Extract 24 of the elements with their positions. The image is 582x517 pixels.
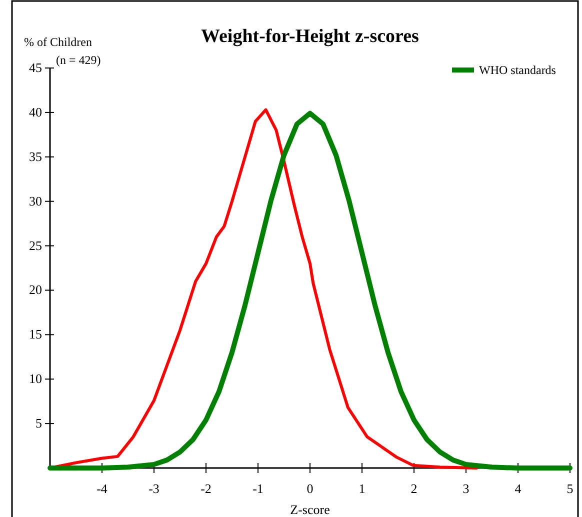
y-tick-label: 25 xyxy=(29,238,42,253)
x-tick-label: -3 xyxy=(148,481,160,496)
x-tick-label: 5 xyxy=(566,481,574,496)
y-tick-label: 10 xyxy=(29,371,42,386)
x-tick-label: -2 xyxy=(200,481,212,496)
chart-title: Weight-for-Height z-scores xyxy=(201,26,419,47)
x-axis-title: Z-score xyxy=(290,502,330,517)
y-tick-label: 5 xyxy=(36,416,42,431)
y-tick-label: 15 xyxy=(29,326,42,342)
x-tick-label: 1 xyxy=(358,481,366,496)
y-tick-label: 20 xyxy=(29,282,42,298)
y-tick-label: 40 xyxy=(29,104,42,120)
x-tick-label: 4 xyxy=(514,481,522,496)
y-tick-label: 30 xyxy=(29,193,42,208)
x-tick-label: 3 xyxy=(462,481,470,496)
legend-label: WHO standards xyxy=(479,63,556,77)
text: (n = 429) xyxy=(56,53,101,67)
y-tick-label: 45 xyxy=(29,60,42,75)
x-tick-label: 2 xyxy=(410,481,418,496)
x-tick-label: 0 xyxy=(306,481,314,496)
y-axis-title: % of Children xyxy=(24,35,92,49)
y-tick-label: 35 xyxy=(29,148,42,164)
x-tick-label: -1 xyxy=(252,481,264,496)
x-tick-label: -4 xyxy=(96,481,108,496)
